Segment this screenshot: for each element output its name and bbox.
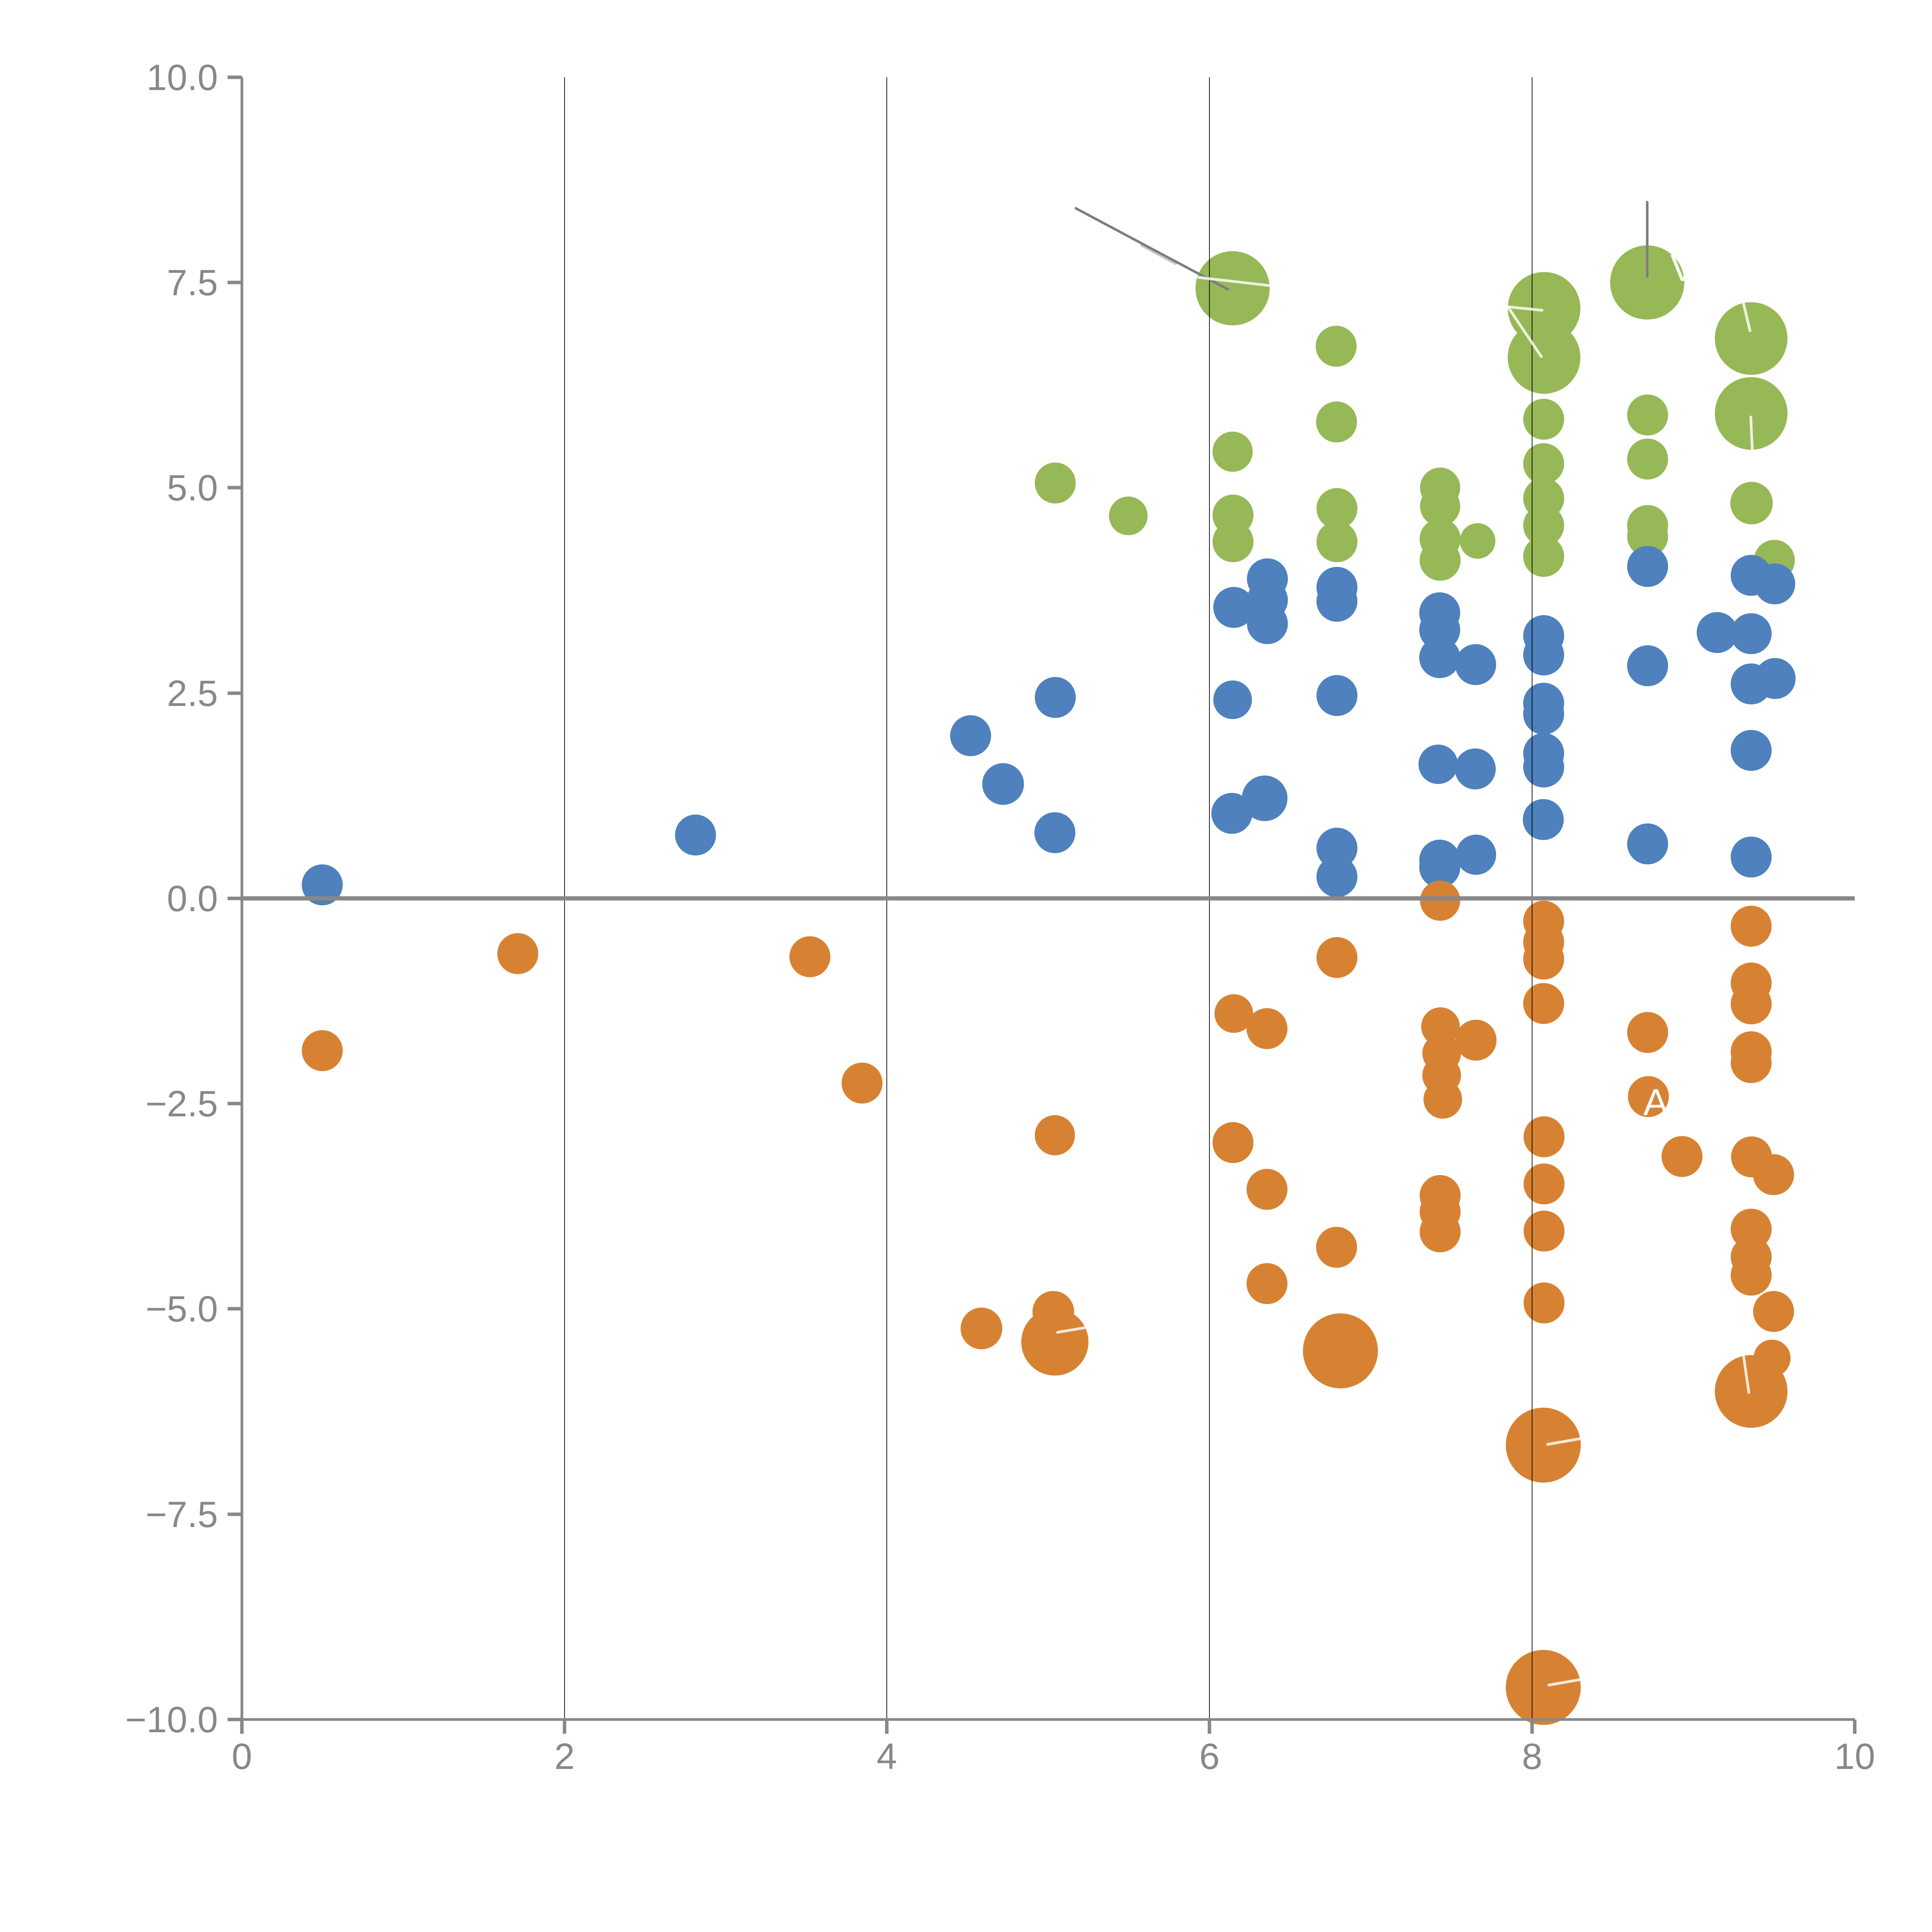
svg-text:A: A [1643,1081,1668,1123]
svg-text:−10.0: −10.0 [125,1699,218,1740]
svg-text:7.5: 7.5 [167,262,218,303]
svg-text:8: 8 [1522,1736,1543,1777]
svg-text:−7.5: −7.5 [145,1494,218,1535]
svg-text:−2.5: −2.5 [145,1083,218,1124]
svg-text:2.5: 2.5 [167,673,218,714]
svg-text:10: 10 [1834,1736,1875,1777]
svg-text:5.0: 5.0 [167,468,218,509]
svg-text:−5.0: −5.0 [145,1289,218,1330]
svg-text:0.0: 0.0 [167,878,218,919]
svg-text:6: 6 [1199,1736,1220,1777]
svg-text:2: 2 [554,1736,575,1777]
svg-text:10.0: 10.0 [146,57,218,98]
svg-text:V: V [1670,247,1696,289]
svg-text:4: 4 [877,1736,897,1777]
svg-text:0: 0 [232,1736,252,1777]
